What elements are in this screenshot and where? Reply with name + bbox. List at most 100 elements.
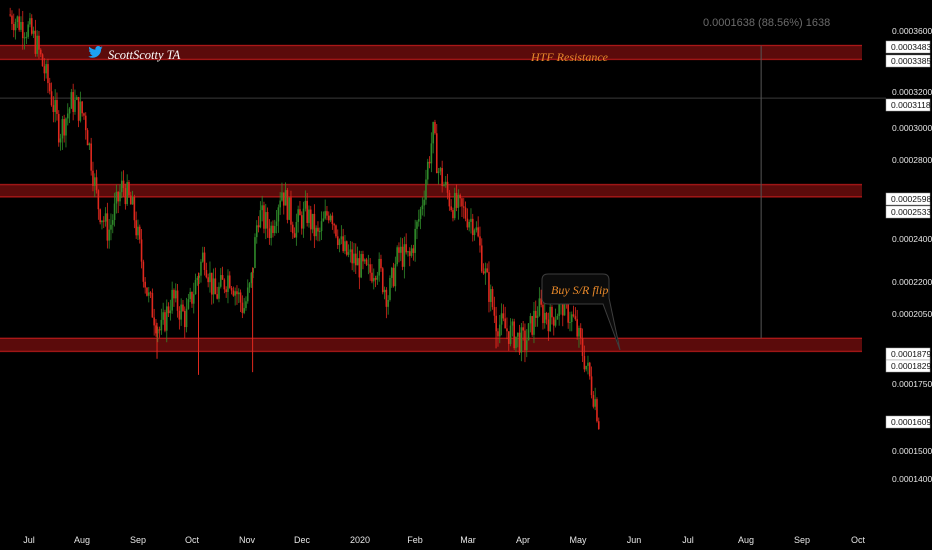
- candle-body: [452, 210, 454, 219]
- candle-body: [389, 277, 391, 300]
- x-tick: Sep: [130, 535, 146, 545]
- candle-body: [14, 22, 17, 31]
- candle-body: [90, 143, 92, 171]
- price-label: 0.0001829: [891, 361, 931, 371]
- candle-body: [362, 254, 364, 262]
- candle-body: [522, 327, 524, 331]
- candle-body: [75, 97, 78, 100]
- candle-body: [358, 258, 361, 278]
- candle-body: [273, 225, 276, 233]
- candle-body: [185, 308, 188, 328]
- candle-body: [461, 198, 463, 207]
- y-tick: 0.0002200: [892, 277, 932, 287]
- candle-body: [270, 225, 272, 238]
- x-tick: Sep: [794, 535, 810, 545]
- candle-body: [311, 213, 314, 230]
- candle-body: [257, 225, 260, 228]
- candle-body: [374, 278, 377, 280]
- candle-body: [115, 191, 118, 204]
- candle-body: [317, 227, 319, 232]
- candle-body: [344, 241, 346, 252]
- x-tick: Jul: [682, 535, 694, 545]
- candle-body: [340, 236, 343, 240]
- candle-body: [509, 325, 512, 344]
- candle-body: [225, 289, 227, 292]
- candle-body: [97, 190, 100, 210]
- candle-body: [448, 192, 451, 207]
- candle-body: [201, 252, 204, 262]
- price-label: 0.0001609: [891, 417, 931, 427]
- candle-body: [455, 192, 458, 208]
- candle-body: [83, 113, 85, 116]
- zone-band: [0, 44, 862, 61]
- candle-body: [228, 275, 231, 288]
- candle-body: [434, 122, 436, 134]
- candle-body: [252, 267, 254, 273]
- candle-body: [587, 362, 589, 366]
- candle-body: [484, 268, 487, 274]
- price-label-box: 0.0002598: [885, 192, 931, 206]
- candle-body: [165, 306, 168, 331]
- x-tick: Aug: [74, 535, 90, 545]
- candle-body: [254, 237, 256, 268]
- candle-body: [54, 100, 56, 112]
- candle-body: [441, 168, 443, 186]
- candle-body: [162, 312, 164, 320]
- candles-layer: [9, 7, 600, 430]
- candle-body: [230, 287, 233, 291]
- candle-body: [416, 221, 418, 229]
- candle-body: [124, 188, 127, 205]
- candle-body: [192, 294, 195, 304]
- candle-body: [65, 118, 67, 136]
- candle-body: [25, 36, 28, 38]
- candle-body: [507, 331, 510, 344]
- candle-body: [567, 299, 569, 323]
- candle-body: [288, 197, 290, 220]
- candle-body: [245, 301, 247, 309]
- candle-body: [516, 332, 519, 337]
- candle-body: [443, 185, 445, 187]
- zone-band: [0, 183, 862, 198]
- x-tick: Jul: [23, 535, 35, 545]
- candle-body: [540, 298, 542, 305]
- candle-body: [538, 298, 541, 316]
- candle-body: [70, 92, 73, 109]
- candle-body: [295, 222, 298, 238]
- measure-readout: 0.0001638 (88.56%) 1638: [703, 17, 830, 29]
- candle-body: [102, 220, 105, 222]
- x-tick: Dec: [294, 535, 311, 545]
- candle-body: [34, 30, 37, 54]
- candle-body: [394, 264, 397, 287]
- candle-body: [72, 92, 74, 112]
- candle-body: [588, 362, 591, 377]
- candle-body: [174, 290, 177, 299]
- x-tick: Oct: [851, 535, 866, 545]
- candle-body: [101, 220, 103, 223]
- candle-body: [86, 130, 89, 146]
- candle-body: [84, 115, 87, 131]
- candle-body: [268, 228, 271, 238]
- candle-body: [417, 219, 420, 222]
- price-label: 0.0003483: [891, 42, 931, 52]
- candle-body: [203, 252, 206, 271]
- candle-body: [248, 283, 251, 288]
- candle-body: [104, 213, 107, 222]
- candle-body: [489, 289, 492, 302]
- x-tick: Aug: [738, 535, 754, 545]
- candle-body: [45, 64, 47, 74]
- x-tick: Nov: [239, 535, 256, 545]
- x-tick: 2020: [350, 535, 370, 545]
- htf-resistance-label: HTF Resistance: [530, 50, 609, 64]
- candle-body: [246, 287, 249, 302]
- candle-body: [531, 316, 533, 335]
- candle-body: [108, 229, 110, 241]
- candle-body: [569, 322, 571, 324]
- candle-body: [63, 119, 65, 136]
- price-label: 0.0002533: [891, 207, 931, 217]
- price-label: 0.0003118: [891, 100, 931, 110]
- candle-body: [128, 182, 130, 196]
- y-tick: 0.0002800: [892, 155, 932, 165]
- price-label-box: 0.0003385: [885, 54, 931, 68]
- candle-body: [414, 228, 416, 253]
